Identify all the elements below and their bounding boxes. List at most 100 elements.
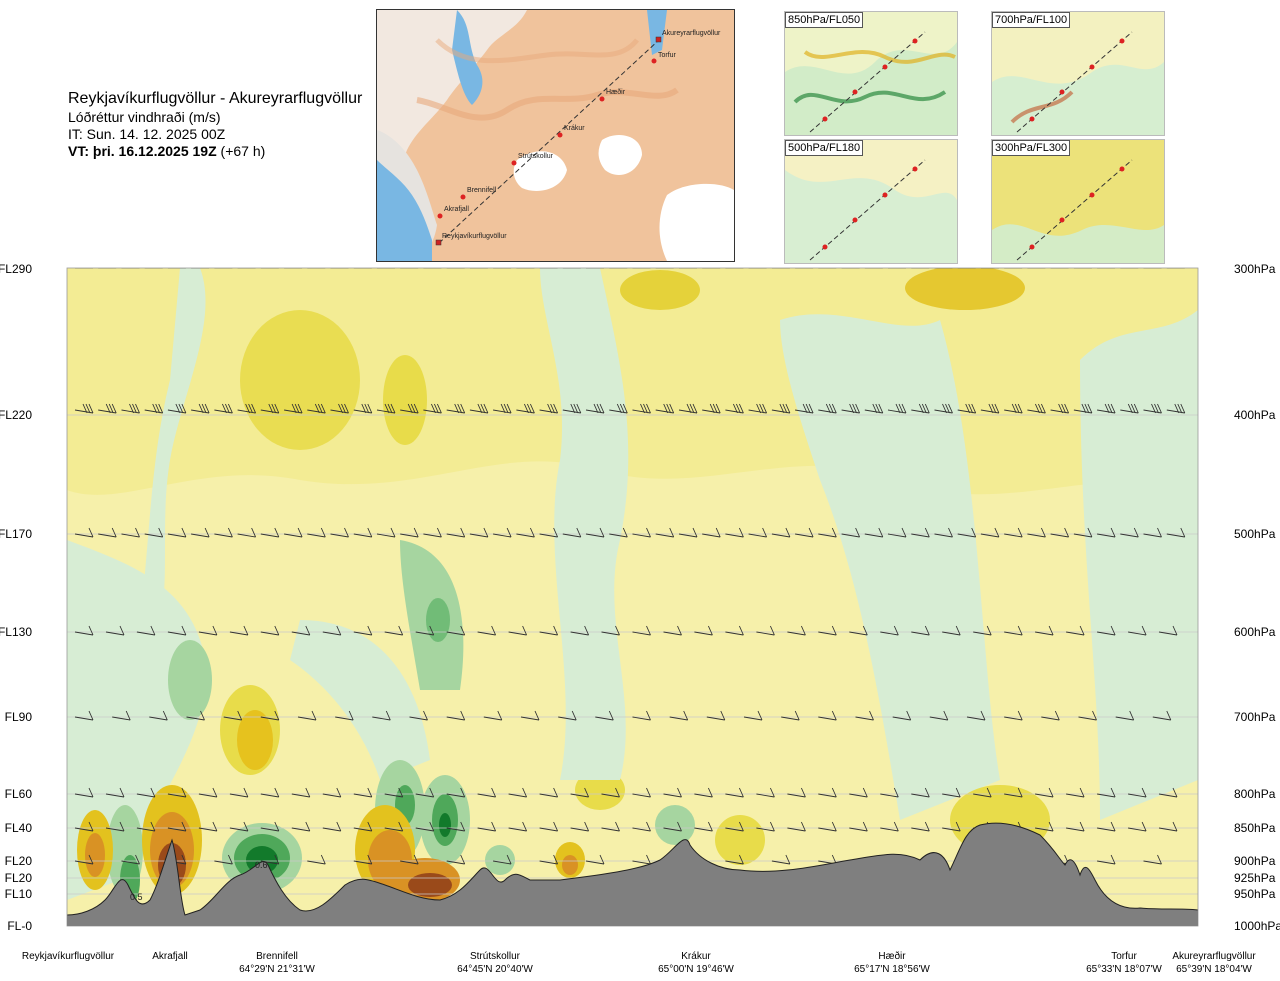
- cross-section-chart: 0.5 0.6 FL290 FL220 FL170 FL130 FL90 FL60 FL40…: [0, 260, 1280, 945]
- wind-barb: [167, 821, 187, 832]
- wind-barb: [934, 527, 953, 538]
- wind-barb: [942, 821, 961, 832]
- wind-barb: [353, 527, 373, 538]
- wind-barb: [942, 625, 961, 636]
- wind-barb: [795, 268, 814, 269]
- wind-barb: [888, 268, 906, 269]
- wind-barb: [74, 787, 94, 798]
- wind-barb: [469, 403, 489, 414]
- wind-barb: [663, 787, 682, 798]
- map-marker-haedir: [599, 96, 605, 102]
- wind-barb: [149, 710, 168, 721]
- wind-barb: [725, 787, 744, 798]
- y-right-tick-label: 950hPa: [1234, 887, 1276, 901]
- wind-barb: [167, 625, 187, 636]
- wind-barb: [1158, 625, 1178, 636]
- wind-barb: [980, 268, 999, 269]
- wind-barb: [855, 710, 874, 721]
- wind-barb: [260, 527, 280, 538]
- wind-barb: [781, 710, 800, 721]
- location-name: Torfur: [1111, 951, 1137, 962]
- wind-barb: [260, 268, 279, 269]
- location-coord: 64°29'N 21°31'W: [239, 964, 315, 975]
- wind-barb: [377, 268, 395, 269]
- wind-barb: [376, 527, 396, 538]
- wind-barb: [849, 787, 868, 798]
- wind-barb: [980, 403, 1000, 414]
- wind-barb: [214, 854, 233, 865]
- wind-barb: [1078, 710, 1097, 721]
- wind-barb: [743, 710, 763, 721]
- wind-barb: [423, 527, 442, 538]
- wind-barb: [330, 403, 349, 414]
- wind-barb: [818, 527, 837, 538]
- location-name: Reykjavíkurflugvöllur: [21, 951, 115, 962]
- wind-barb: [1004, 625, 1023, 636]
- wind-barb: [353, 821, 373, 832]
- wind-barb: [446, 710, 466, 721]
- y-left-tick-label: FL170: [0, 527, 32, 541]
- wind-barb: [771, 268, 790, 269]
- wind-barb: [706, 710, 726, 721]
- map-label-reykjavik: Reykjavíkurflugvöllur: [442, 233, 507, 240]
- wind-barb: [121, 268, 140, 269]
- issue-time: IT: Sun. 14. 12. 2025 00Z: [68, 126, 226, 142]
- wind-barb: [864, 403, 884, 414]
- wind-barb: [632, 854, 651, 865]
- wind-barb: [1066, 821, 1085, 832]
- wind-barb: [1066, 625, 1085, 636]
- wind-barb: [74, 527, 94, 538]
- wind-barb: [400, 403, 419, 414]
- wind-barb: [516, 403, 535, 414]
- wind-barb: [516, 268, 535, 269]
- panel-500hpa-label: 500hPa/FL180: [785, 140, 864, 156]
- wind-barb: [446, 527, 466, 538]
- wind-barb: [1027, 527, 1046, 538]
- wind-barb: [1097, 821, 1116, 832]
- contour-label-1: 0.5: [130, 892, 143, 902]
- terrain-profile: [67, 822, 1198, 926]
- location-name: Akureyrarflugvöllur: [1172, 951, 1256, 962]
- wind-barb: [1143, 268, 1162, 269]
- wind-barb: [1073, 268, 1092, 269]
- wind-barb: [186, 710, 205, 721]
- wind-barb: [585, 527, 605, 538]
- wind-barb: [748, 403, 768, 414]
- panel-700hpa: 700hPa/FL100: [991, 11, 1165, 136]
- wind-barb: [1120, 403, 1139, 414]
- wind-barb: [508, 821, 528, 832]
- wind-barb: [284, 403, 303, 414]
- wind-barb: [911, 821, 930, 832]
- y-right-tick-label: 400hPa: [1234, 408, 1276, 422]
- wind-barb: [291, 625, 311, 636]
- y-right-tick-label: 900hPa: [1234, 854, 1276, 868]
- wind-barb: [756, 787, 775, 798]
- map-label-akrafjall: Akrafjall: [444, 206, 469, 213]
- wind-barb: [632, 403, 651, 414]
- wind-barb: [105, 625, 125, 636]
- wind-barb: [1004, 268, 1023, 269]
- y-left-tick-label: FL20: [5, 871, 33, 885]
- wind-barb: [223, 710, 243, 721]
- wind-barb: [678, 403, 698, 414]
- variable-label: Lóðréttur vindhraði (m/s): [68, 109, 221, 125]
- y-right-tick-label: 925hPa: [1234, 871, 1276, 885]
- wind-barb: [1120, 527, 1139, 538]
- wind-barb: [601, 787, 620, 798]
- wind-barb: [121, 403, 140, 414]
- wind-barb: [167, 268, 186, 269]
- wind-barb: [934, 403, 953, 414]
- wind-barb: [570, 821, 590, 832]
- wind-barb: [260, 821, 280, 832]
- wind-barb: [678, 527, 698, 538]
- wind-barb: [74, 625, 94, 636]
- wind-barb: [957, 527, 977, 538]
- wind-barb: [1166, 527, 1186, 538]
- wind-barb: [1143, 527, 1162, 538]
- wind-barb: [167, 527, 187, 538]
- wind-barb: [756, 821, 775, 832]
- wind-barb: [469, 268, 488, 269]
- wind-barb: [1097, 787, 1116, 798]
- wind-barb: [1120, 268, 1139, 269]
- wind-barb: [477, 821, 497, 832]
